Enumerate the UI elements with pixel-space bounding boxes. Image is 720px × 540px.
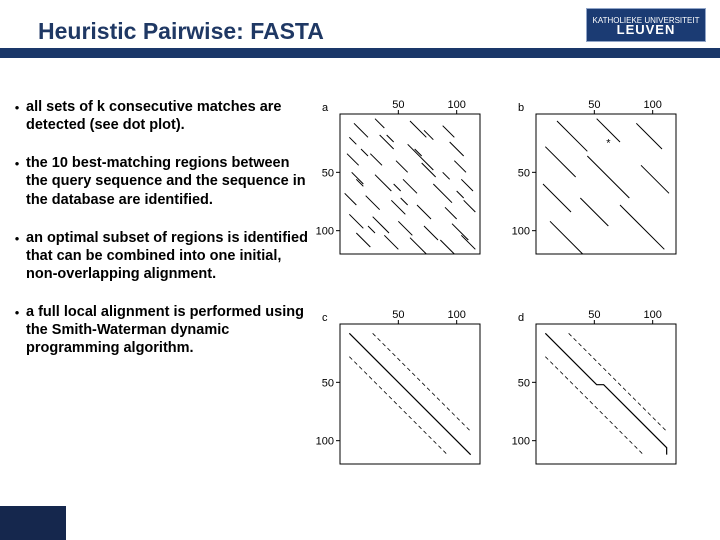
- slide-header: Heuristic Pairwise: FASTA KATHOLIEKE UNI…: [0, 0, 720, 68]
- dotplot-panel-a: a 50 100 50 100: [314, 98, 498, 284]
- dotplot-figure: a 50 100 50 100 b 50 100 50 100 * c 50 100 50 100 d 50…: [314, 98, 714, 518]
- bullet-marker: •: [8, 98, 26, 134]
- svg-text:d: d: [518, 312, 524, 324]
- svg-text:50: 50: [518, 167, 530, 179]
- dotplot-panel-b: b 50 100 50 100 *: [510, 98, 694, 284]
- svg-text:50: 50: [322, 377, 334, 389]
- bullet-item: • a full local alignment is performed us…: [8, 303, 310, 357]
- svg-text:b: b: [518, 102, 524, 114]
- logo-main-text: LEUVEN: [593, 25, 700, 34]
- svg-text:*: *: [606, 138, 611, 150]
- bullet-list: • all sets of k consecutive matches are …: [0, 98, 310, 518]
- svg-text:100: 100: [643, 309, 661, 321]
- svg-text:100: 100: [447, 309, 465, 321]
- svg-text:50: 50: [392, 309, 404, 321]
- bullet-item: • an optimal subset of regions is identi…: [8, 229, 310, 283]
- bullet-marker: •: [8, 229, 26, 283]
- svg-text:100: 100: [316, 436, 334, 448]
- bullet-text: a full local alignment is performed usin…: [26, 303, 310, 357]
- svg-text:a: a: [322, 102, 329, 114]
- bullet-text: all sets of k consecutive matches are de…: [26, 98, 310, 134]
- svg-text:100: 100: [512, 436, 530, 448]
- svg-text:100: 100: [643, 99, 661, 111]
- header-rule: [0, 48, 720, 58]
- bullet-marker: •: [8, 154, 26, 208]
- content-area: • all sets of k consecutive matches are …: [0, 68, 720, 518]
- svg-text:50: 50: [518, 377, 530, 389]
- dotplot-panel-c: c 50 100 50 100: [314, 308, 498, 494]
- svg-text:100: 100: [316, 226, 334, 238]
- svg-text:50: 50: [322, 167, 334, 179]
- bullet-text: an optimal subset of regions is identifi…: [26, 229, 310, 283]
- svg-text:100: 100: [447, 99, 465, 111]
- footer-block: [0, 506, 66, 540]
- svg-text:100: 100: [512, 226, 530, 238]
- svg-text:c: c: [322, 312, 328, 324]
- svg-text:50: 50: [588, 99, 600, 111]
- bullet-item: • the 10 best-matching regions between t…: [8, 154, 310, 208]
- svg-text:50: 50: [588, 309, 600, 321]
- dotplot-panel-d: d 50 100 50 100: [510, 308, 694, 494]
- bullet-item: • all sets of k consecutive matches are …: [8, 98, 310, 134]
- university-logo: KATHOLIEKE UNIVERSITEIT LEUVEN: [586, 8, 706, 42]
- bullet-marker: •: [8, 303, 26, 357]
- svg-text:50: 50: [392, 99, 404, 111]
- bullet-text: the 10 best-matching regions between the…: [26, 154, 310, 208]
